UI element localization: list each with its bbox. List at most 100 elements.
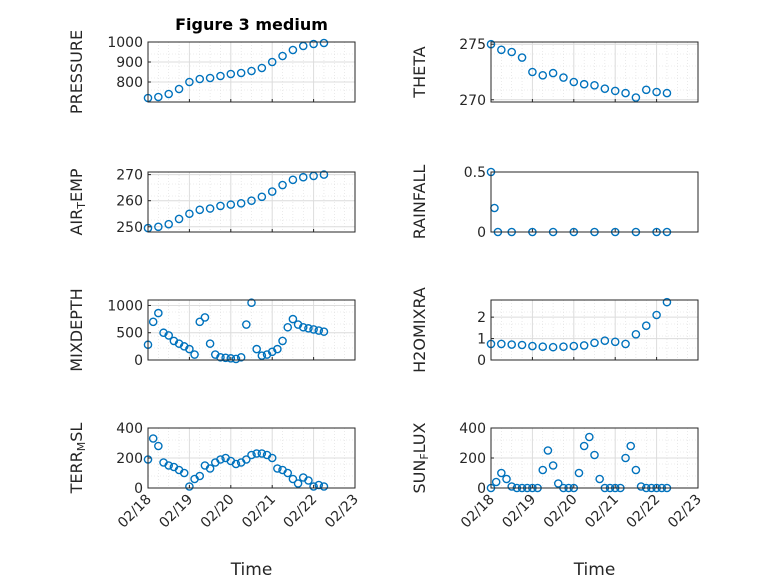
data-point [538, 342, 548, 352]
data-point [154, 92, 163, 102]
data-point [548, 461, 558, 470]
data-point [154, 441, 163, 451]
data-point [569, 77, 579, 87]
data-point [574, 468, 584, 478]
data-point [641, 321, 651, 331]
data-point [585, 432, 594, 442]
axes-box [490, 299, 699, 361]
y-tick-label: 200 [116, 451, 143, 467]
x-axis-label: Time [573, 560, 616, 580]
subplot-rainfall: 0 0.5 RAINFALL [410, 165, 699, 241]
data-point [154, 222, 163, 232]
x-tick-label: 02/21 [239, 492, 279, 532]
y-tick-label: 500 [116, 326, 143, 342]
data-point [631, 329, 641, 339]
data-point [205, 73, 215, 83]
data-point [507, 482, 517, 491]
data-point [548, 342, 558, 352]
data-point [257, 449, 267, 458]
data-point [236, 352, 246, 362]
y-tick-label: 1000 [107, 298, 143, 314]
data-point [309, 325, 318, 334]
x-tick-label: 02/19 [156, 492, 196, 532]
data-point [497, 339, 506, 349]
data-point [517, 340, 527, 350]
data-point [579, 441, 589, 451]
data-point [631, 93, 641, 102]
y-tick-label: 275 [459, 37, 486, 53]
data-point [164, 331, 173, 340]
series-h2omixra [486, 297, 672, 352]
data-point [231, 459, 241, 469]
data-point [216, 71, 225, 81]
data-point [553, 479, 563, 488]
data-point [579, 79, 589, 89]
data-point [267, 453, 277, 463]
data-point [621, 453, 630, 463]
data-point [298, 172, 308, 182]
subplot-terr-msl: 0 200 400 TERRMSL 02/18 02/19 02/20 02/21 02/22 0… [67, 421, 362, 580]
y-tick-label: 0 [134, 481, 143, 497]
data-point [185, 344, 194, 354]
x-tick-label: 02/23 [322, 492, 362, 532]
data-point [600, 84, 610, 93]
y-tick-label: 1 [477, 332, 486, 348]
data-point [491, 477, 501, 487]
data-point [538, 465, 548, 475]
data-point [559, 73, 568, 82]
data-point [148, 317, 158, 327]
y-axis-label: RAINFALL [410, 165, 429, 240]
data-point [507, 340, 517, 349]
axes-box [147, 41, 356, 103]
data-point [559, 342, 568, 352]
data-point [252, 449, 261, 458]
x-tick-label: 02/18 [115, 492, 155, 532]
y-tick-label: 0 [134, 353, 143, 369]
y-tick-label: 0 [477, 481, 486, 497]
data-point [195, 471, 205, 481]
plot-area [491, 172, 698, 232]
data-point [216, 455, 225, 464]
data-point [242, 455, 251, 464]
data-point [497, 468, 506, 478]
x-tick-label: 02/18 [458, 492, 498, 532]
x-tick-label: 02/21 [582, 492, 622, 532]
y-tick-label: 270 [116, 168, 143, 184]
data-point [242, 320, 251, 329]
data-point [517, 53, 527, 62]
y-tick-label: 900 [116, 55, 143, 71]
data-point [283, 468, 293, 478]
axes-box [147, 171, 356, 233]
grid [490, 300, 699, 361]
data-point [314, 480, 324, 490]
data-point [216, 201, 225, 211]
data-point [236, 198, 246, 208]
data-point [257, 351, 267, 360]
x-tick-label: 02/19 [499, 492, 539, 532]
chart-title: Figure 3 medium [175, 15, 328, 34]
x-tick-label: 02/22 [281, 492, 321, 532]
y-tick-label: 200 [459, 451, 486, 467]
y-axis-label: MIXDEPTH [67, 288, 86, 371]
subplot-air-temp: 250 260 270 AIRTEMP [67, 168, 356, 236]
data-point [621, 88, 630, 98]
y-axis-label: PRESSURE [67, 30, 86, 114]
x-tick-label: 02/23 [665, 492, 705, 532]
data-point [652, 87, 661, 97]
y-tick-label: 400 [459, 421, 486, 437]
data-point [309, 482, 318, 491]
y-tick-label: 2 [477, 310, 486, 326]
data-point [247, 450, 256, 460]
data-point [185, 77, 194, 87]
data-point [174, 214, 184, 224]
y-tick-label: 0 [477, 225, 486, 241]
data-point [278, 180, 287, 190]
data-point [247, 196, 256, 205]
y-axis-label: H2OMIXRA [410, 287, 429, 373]
series-terr-msl [143, 434, 329, 491]
axes-box [490, 41, 699, 103]
series-theta [486, 39, 672, 102]
data-point [257, 63, 267, 73]
data-point [610, 337, 620, 347]
